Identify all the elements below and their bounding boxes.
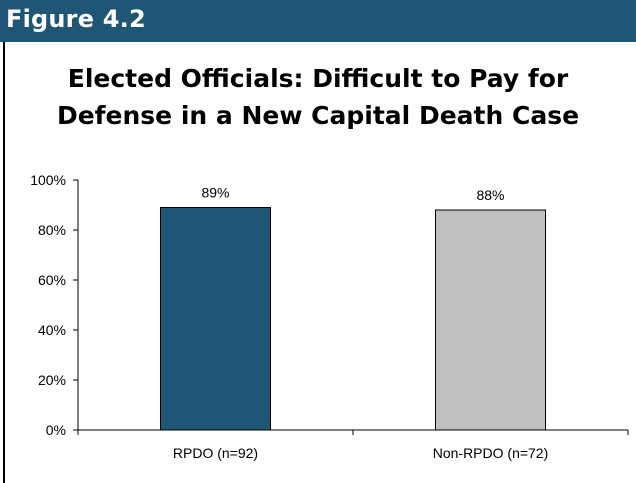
category-label: Non-RPDO (n=72) — [433, 445, 549, 461]
data-label: 88% — [476, 187, 504, 203]
y-tick-label: 0% — [46, 422, 66, 438]
category-label: RPDO (n=92) — [173, 445, 258, 461]
chart-title-line-1: Elected Officials: Difficult to Pay for — [67, 64, 569, 93]
y-tick-label: 80% — [38, 222, 66, 238]
left-border-rule — [3, 42, 5, 483]
chart-title-line-2: Defense in a New Capital Death Case — [56, 101, 580, 130]
figure-header: Figure 4.2 — [0, 0, 636, 42]
bar-rpdo — [160, 207, 271, 431]
y-tick-label: 100% — [30, 172, 66, 188]
y-tick-label: 40% — [38, 322, 66, 338]
y-tick-label: 20% — [38, 372, 66, 388]
chart-title: Elected Officials: Difficult to Pay for … — [40, 60, 596, 134]
y-tick-label: 60% — [38, 272, 66, 288]
data-label: 89% — [201, 185, 229, 201]
bar-non-rpdo — [435, 209, 546, 431]
figure-label: Figure 4.2 — [6, 5, 146, 33]
